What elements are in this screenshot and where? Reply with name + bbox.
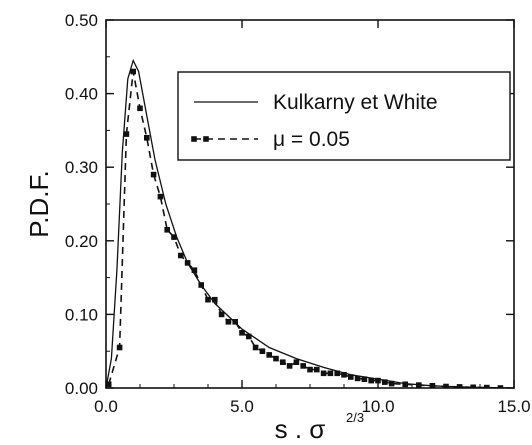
- data-point: [191, 267, 198, 273]
- x-tick-label: 0.0: [94, 397, 118, 416]
- data-point: [205, 296, 211, 303]
- data-point: [314, 366, 320, 373]
- x-axis-title-sup: 2/3: [346, 410, 364, 425]
- data-point: [144, 135, 150, 141]
- data-point: [252, 344, 259, 351]
- data-point: [137, 105, 143, 112]
- x-tick-label: 10.0: [361, 397, 394, 416]
- data-point: [184, 260, 191, 266]
- y-tick-label: 0.50: [65, 11, 98, 30]
- data-point: [150, 171, 157, 178]
- legend: Kulkarny et White μ = 0.05: [177, 71, 511, 161]
- data-point: [497, 385, 504, 388]
- data-point: [106, 381, 112, 388]
- legend-marker: [203, 136, 209, 142]
- data-point: [382, 379, 388, 385]
- data-point: [429, 383, 436, 388]
- y-tick-label: 0.20: [65, 232, 98, 251]
- legend-label-2: μ = 0.05: [273, 128, 350, 151]
- data-point: [232, 319, 238, 325]
- data-point: [300, 363, 306, 369]
- y-tick-label: 0.00: [65, 379, 98, 398]
- data-point: [273, 355, 279, 362]
- data-point: [198, 282, 204, 288]
- plot-area: [106, 58, 514, 388]
- data-point: [334, 370, 340, 377]
- data-point: [341, 372, 347, 378]
- data-point: [164, 227, 170, 233]
- data-point: [388, 380, 395, 387]
- data-point: [307, 366, 313, 373]
- data-point: [225, 319, 232, 325]
- x-axis-title: s . σ: [275, 414, 326, 444]
- data-point: [246, 333, 252, 340]
- legend-box: [177, 71, 511, 161]
- data-point: [402, 381, 408, 388]
- data-point: [348, 374, 354, 380]
- data-point: [484, 384, 490, 388]
- data-point: [212, 296, 218, 303]
- legend-label-1: Kulkarny et White: [273, 91, 438, 114]
- data-point: [320, 370, 327, 377]
- x-tick-label: 5.0: [230, 397, 254, 416]
- data-point: [259, 348, 266, 354]
- data-point: [171, 234, 177, 240]
- y-tick-label: 0.40: [65, 85, 98, 104]
- x-tick-label: 15.0: [497, 397, 530, 416]
- data-point: [157, 193, 164, 200]
- y-tick-label: 0.10: [65, 305, 98, 324]
- data-point: [293, 359, 300, 365]
- data-point: [286, 363, 293, 369]
- data-point: [130, 68, 136, 75]
- data-point: [361, 376, 368, 382]
- data-point: [280, 359, 286, 365]
- y-axis-title: P.D.F.: [24, 170, 54, 237]
- data-point: [266, 352, 272, 358]
- data-point: [354, 375, 361, 382]
- data-point: [470, 384, 476, 388]
- data-point: [327, 370, 334, 377]
- data-point: [239, 330, 245, 336]
- y-tick-label: 0.30: [65, 158, 98, 177]
- data-point: [116, 344, 123, 351]
- data-point: [123, 131, 130, 137]
- data-point: [456, 384, 463, 388]
- legend-marker: [191, 136, 197, 142]
- data-point: [218, 311, 225, 318]
- data-point: [178, 252, 184, 259]
- data-point: [416, 382, 422, 388]
- data-point: [368, 377, 374, 384]
- axes: 0.0 5.0 10.0 15.0 0.00 0.10 0.20 0.30 0.40 0.50 s …: [24, 11, 531, 444]
